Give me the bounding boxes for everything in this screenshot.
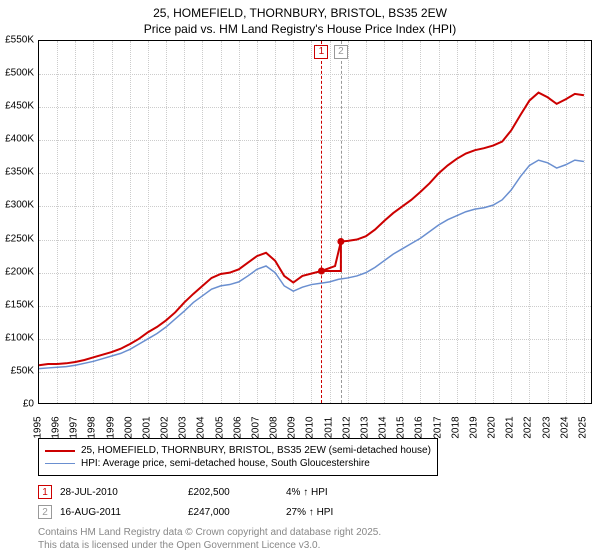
x-axis-label: 2002 <box>160 416 171 438</box>
x-axis-label: 2017 <box>432 416 443 438</box>
event-price: £202,500 <box>188 487 278 498</box>
y-axis-label: £350K <box>0 167 34 178</box>
x-axis-label: 2000 <box>123 416 134 438</box>
sale-point-dot <box>318 267 325 274</box>
y-axis-label: £100K <box>0 332 34 343</box>
y-axis-label: £0 <box>0 399 34 410</box>
footer-line1: Contains HM Land Registry data © Crown c… <box>38 526 381 539</box>
x-axis-label: 2001 <box>141 416 152 438</box>
x-axis-label: 2011 <box>323 417 334 439</box>
series-price_paid <box>39 93 584 366</box>
footer-line2: This data is licensed under the Open Gov… <box>38 539 381 552</box>
x-axis-label: 2019 <box>468 416 479 438</box>
footer-attribution: Contains HM Land Registry data © Crown c… <box>38 526 381 552</box>
y-axis-label: £400K <box>0 134 34 145</box>
x-axis-label: 2010 <box>305 416 316 438</box>
chart-plot-area: 12 <box>38 40 592 404</box>
y-axis-label: £550K <box>0 35 34 46</box>
legend-label: 25, HOMEFIELD, THORNBURY, BRISTOL, BS35 … <box>81 445 431 456</box>
event-price: £247,000 <box>188 507 278 518</box>
event-number-box: 1 <box>38 485 52 499</box>
x-axis-label: 1996 <box>51 416 62 438</box>
x-axis-label: 2008 <box>269 416 280 438</box>
chart-svg <box>39 41 593 405</box>
chart-title: 25, HOMEFIELD, THORNBURY, BRISTOL, BS35 … <box>0 0 600 39</box>
x-axis-label: 2024 <box>559 416 570 438</box>
legend-swatch <box>45 463 75 465</box>
event-table-row: 2 16-AUG-2011 £247,000 27% ↑ HPI <box>38 504 406 520</box>
x-axis-label: 2016 <box>414 416 425 438</box>
x-axis-label: 2020 <box>487 416 498 438</box>
event-delta: 27% ↑ HPI <box>286 507 406 518</box>
y-axis-label: £300K <box>0 200 34 211</box>
x-axis-label: 2012 <box>341 416 352 438</box>
legend-swatch <box>45 450 75 452</box>
y-axis-label: £500K <box>0 68 34 79</box>
x-axis-label: 2003 <box>178 416 189 438</box>
x-axis-label: 2005 <box>214 416 225 438</box>
x-axis-label: 2013 <box>359 416 370 438</box>
event-table-row: 1 28-JUL-2010 £202,500 4% ↑ HPI <box>38 484 406 500</box>
x-axis-label: 2009 <box>287 416 298 438</box>
x-axis-label: 2021 <box>505 416 516 438</box>
x-axis-label: 1995 <box>33 416 44 438</box>
title-line2: Price paid vs. HM Land Registry's House … <box>0 22 600 38</box>
y-axis-label: £250K <box>0 233 34 244</box>
x-axis-label: 2006 <box>232 416 243 438</box>
x-axis-label: 2023 <box>541 416 552 438</box>
event-delta: 4% ↑ HPI <box>286 487 406 498</box>
legend-label: HPI: Average price, semi-detached house,… <box>81 458 370 469</box>
series-hpi <box>39 160 584 368</box>
title-line1: 25, HOMEFIELD, THORNBURY, BRISTOL, BS35 … <box>0 6 600 22</box>
event-date: 16-AUG-2011 <box>60 507 180 518</box>
x-axis-label: 2022 <box>523 416 534 438</box>
x-axis-label: 1997 <box>69 416 80 438</box>
legend-box: 25, HOMEFIELD, THORNBURY, BRISTOL, BS35 … <box>38 438 438 476</box>
sale-point-dot <box>337 238 344 245</box>
x-axis-label: 2014 <box>378 416 389 438</box>
x-axis-label: 1999 <box>105 416 116 438</box>
x-axis-label: 2018 <box>450 416 461 438</box>
legend-row: HPI: Average price, semi-detached house,… <box>45 458 431 469</box>
event-number-box: 2 <box>38 505 52 519</box>
event-date: 28-JUL-2010 <box>60 487 180 498</box>
y-axis-label: £450K <box>0 101 34 112</box>
events-table: 1 28-JUL-2010 £202,500 4% ↑ HPI 2 16-AUG-2011… <box>38 480 406 524</box>
y-axis-label: £200K <box>0 266 34 277</box>
legend-row: 25, HOMEFIELD, THORNBURY, BRISTOL, BS35 … <box>45 445 431 456</box>
x-axis-label: 2015 <box>396 416 407 438</box>
x-axis-label: 2025 <box>577 416 588 438</box>
y-axis-label: £150K <box>0 299 34 310</box>
x-axis-label: 2004 <box>196 416 207 438</box>
y-axis-label: £50K <box>0 365 34 376</box>
x-axis-label: 2007 <box>250 416 261 438</box>
x-axis-label: 1998 <box>87 416 98 438</box>
